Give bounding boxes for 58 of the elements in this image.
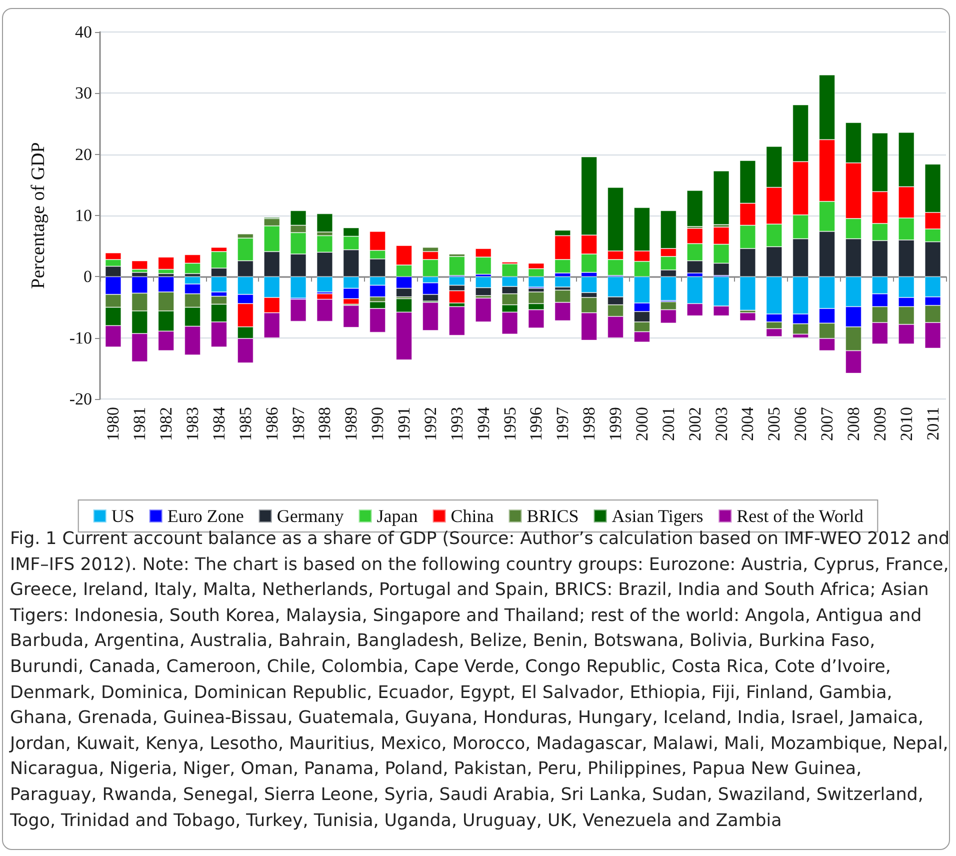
y-tick-label: 10 xyxy=(75,206,92,225)
x-tick-label: 2000 xyxy=(632,407,652,441)
x-tick-label: 1982 xyxy=(156,407,176,441)
x-tick-label: 1998 xyxy=(580,407,599,441)
x-tick-label: 1993 xyxy=(447,407,466,441)
x-tick-label: 2005 xyxy=(764,407,784,441)
text: Fig. 1 Current account balance as a share of GDP (Source: Author’s calculation based on IMF-WEO 2012 and IMF–IFS 2012). Note: The chart is based on the following country groups: Eurozone: Austria, Cyprus, France, Greece, Ireland, Italy, Malta, Netherlands, Portugal and Spain, BRICS: Brazil, India and South Africa; Asian Tigers: Indonesia, South Korea, Malaysia, Singapore and Thailand; rest of the world: Angola, Antigua and Barbuda, Argentina, Australia, Bahrain, Bangladesh, Belize, Benin, Botswana, Bolivia, Burkina Faso, Burundi, Canada, Cameroon, Chile, Colombia, Cape Verde, Congo Republic, Costa Rica, Cote d’Ivoire, Denmark, Dominica, Dominican Republic, Ecuador, Egypt, El Salvador, Ethiopia, Fiji, Finland, Gambia, Ghana, Grenada, Guinea-Bissau, Guatemala, Guyana, Honduras, Hungary, Iceland, India, Israel, Jamaica, Jordan, Kuwait, Kenya, Lesotho, Mauritius, Mexico, Morocco, Madagascar, Malawi, Mali, Mozambique, Nepal, Nicaragua, Nigeria, Niger, Oman, Panama, Poland, Pakistan, Peru, Philippines, Papua New Guinea, Paraguay, Rwanda, Senegal, Sierra Leone, Syria, Saudi Arabia, Sri Lanka, Sudan, Swaziland, Switzerland, Togo, Trinidad and Tobago, Turkey, Tunisia, Uganda, Uruguay, UK, Venezuela and Zambia xyxy=(10,529,950,831)
x-tick-label: 1986 xyxy=(262,407,282,441)
x-tick-label: 2008 xyxy=(844,407,863,441)
x-tick-label: 1989 xyxy=(342,407,361,441)
x-tick-label: 1984 xyxy=(209,406,228,441)
x-tick-label: 2001 xyxy=(658,407,678,441)
legend-label: Euro Zone xyxy=(167,506,244,526)
x-tick-label: 1981 xyxy=(130,407,150,441)
y-tick-label: 30 xyxy=(75,84,92,103)
y-axis-title: Percentage of GDP xyxy=(28,142,49,289)
bar xyxy=(686,190,703,227)
legend-label: Japan xyxy=(376,506,418,526)
legend-label: BRICS xyxy=(526,506,579,526)
x-tick-label: 2007 xyxy=(818,406,837,441)
x-tick-label: 2009 xyxy=(870,407,890,441)
bar xyxy=(740,312,756,321)
bar xyxy=(448,306,465,336)
x-tick-label: 1999 xyxy=(606,407,626,441)
x-tick-label: 2010 xyxy=(896,407,916,441)
x-tick-label: 1991 xyxy=(394,407,414,441)
x-tick-label: 2004 xyxy=(738,406,758,441)
bar xyxy=(132,260,148,270)
x-tick-label: 1990 xyxy=(368,407,388,441)
y-tick-label: 40 xyxy=(75,22,92,42)
x-tick-label: 1985 xyxy=(236,407,255,441)
x-tick-label: 2003 xyxy=(712,407,731,441)
y-tick-label: 20 xyxy=(75,144,92,164)
bar xyxy=(316,214,333,232)
y-tick-label: -10 xyxy=(69,328,92,348)
legend-label: Germany xyxy=(276,506,344,526)
x-tick-label: 1996 xyxy=(526,407,546,441)
bar xyxy=(475,298,492,322)
legend-label: Asian Tigers xyxy=(612,506,704,526)
y-tick-label: 0 xyxy=(84,267,92,286)
y-tick-label: -20 xyxy=(69,390,92,408)
legend-label: US xyxy=(111,506,134,526)
x-tick-label: 1980 xyxy=(104,407,123,441)
bar xyxy=(554,276,571,288)
bar xyxy=(713,170,730,225)
x-tick-label: 2011 xyxy=(923,407,942,440)
x-tick-label: 1983 xyxy=(183,407,202,441)
legend-label: China xyxy=(450,506,494,526)
x-tick-label: 1988 xyxy=(315,407,334,441)
x-tick-label: 1987 xyxy=(288,406,308,441)
x-tick-label: 1994 xyxy=(474,406,493,441)
x-tick-label: 1995 xyxy=(500,407,520,441)
legend-label: Rest of the World xyxy=(736,506,864,526)
x-tick-label: 2002 xyxy=(685,407,704,441)
x-tick-label: 1997 xyxy=(553,406,572,441)
x-tick-label: 2006 xyxy=(791,407,810,441)
x-tick-label: 1992 xyxy=(420,407,440,441)
bar xyxy=(158,257,174,270)
